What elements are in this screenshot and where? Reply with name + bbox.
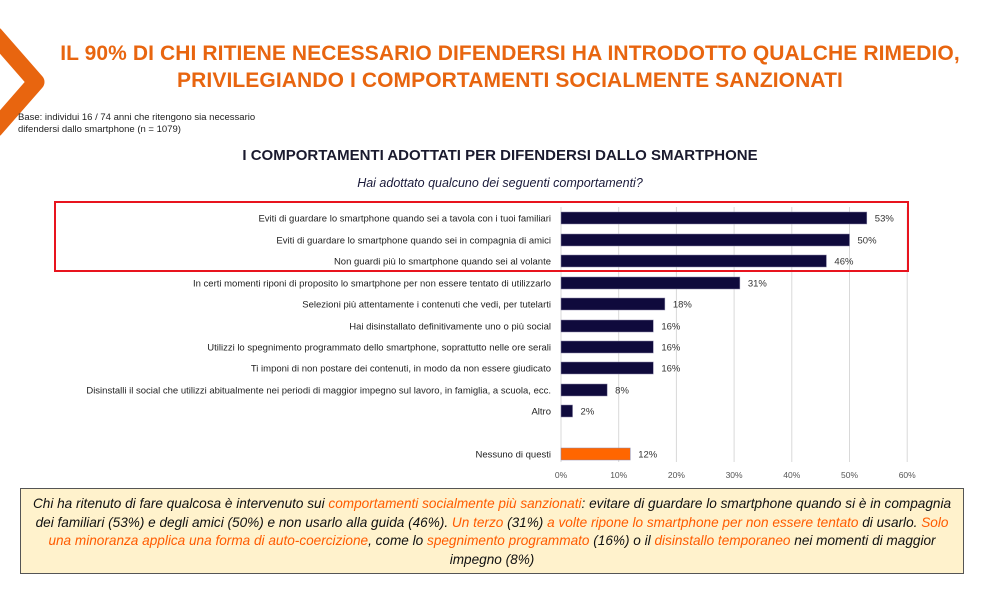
- summary-highlight: comportamenti socialmente più sanzionati: [328, 496, 582, 511]
- summary-highlight: a volte ripone lo smartphone per non ess…: [547, 514, 859, 530]
- category-label: Eviti di guardare lo smartphone quando s…: [258, 214, 551, 225]
- summary-text: , come lo: [368, 533, 428, 548]
- summary-highlight: disinstallo temporaneo: [654, 533, 791, 548]
- page-title-line-1: IL 90% DI CHI RITIENE NECESSARIO DIFENDE…: [60, 42, 960, 65]
- bar: [560, 233, 850, 247]
- value-label: 16%: [661, 322, 681, 333]
- bar: [560, 404, 573, 418]
- x-tick-label: 20%: [668, 470, 685, 480]
- value-label: 2%: [581, 407, 595, 418]
- value-label: 18%: [673, 300, 693, 311]
- base-note-line-1: Base: individui 16 / 74 anni che ritengo…: [18, 112, 256, 123]
- summary-highlight: Un terzo: [451, 514, 504, 530]
- category-label: Utilizzi lo spegnimento programmato dell…: [207, 343, 551, 354]
- summary-text: (16%) o il: [589, 533, 655, 548]
- summary-text: nei momenti di maggior impegno (8%): [449, 533, 936, 567]
- chart-subtitle: Hai adottato qualcuno dei seguenti compo…: [357, 176, 643, 190]
- value-label: 12%: [638, 450, 658, 461]
- chart-title: I COMPORTAMENTI ADOTTATI PER DIFENDERSI …: [242, 147, 758, 164]
- value-label: 8%: [615, 386, 629, 397]
- category-label: Ti imponi di non postare dei contenuti, …: [251, 364, 551, 375]
- base-note-line-2: difendersi dallo smartphone (n = 1079): [18, 124, 181, 135]
- summary-text: (31%): [503, 514, 548, 530]
- page-title-line-2: PRIVILEGIANDO I COMPORTAMENTI SOCIALMENT…: [177, 69, 843, 92]
- summary-text: Chi ha ritenuto di fare qualcosa è inter…: [32, 496, 329, 511]
- summary-box: Chi ha ritenuto di fare qualcosa è inter…: [20, 488, 964, 574]
- bar: [560, 361, 654, 375]
- summary-highlight: Solo una minoranza applica una forma di …: [48, 514, 949, 549]
- highlight-box: [54, 201, 909, 272]
- value-label: 16%: [661, 343, 681, 354]
- x-tick-label: 40%: [783, 470, 800, 480]
- bar: [560, 383, 608, 397]
- page-title: IL 90% DI CHI RITIENE NECESSARIO DIFENDE…: [60, 40, 960, 94]
- summary-text: di usarlo.: [858, 514, 922, 530]
- chevron-right-icon: [0, 28, 45, 136]
- x-tick-label: 50%: [841, 470, 858, 480]
- category-label: Disinstalli il social che utilizzi abitu…: [86, 386, 551, 397]
- bar: [560, 211, 868, 225]
- bar: [560, 254, 827, 268]
- category-label: In certi momenti riponi di proposito lo …: [193, 279, 551, 290]
- bar: [560, 276, 741, 290]
- bar: [560, 297, 666, 311]
- category-label: Eviti di guardare lo smartphone quando s…: [276, 236, 551, 247]
- category-label: Altro: [531, 407, 551, 418]
- bar: [560, 340, 654, 354]
- x-tick-label: 30%: [726, 470, 743, 480]
- x-tick-label: 0%: [555, 470, 568, 480]
- value-label: 50%: [858, 236, 878, 247]
- bar-chart: 0% 10% 20% 30% 40% 50% 60% Eviti di guardare lo…: [86, 207, 916, 480]
- value-label: 46%: [834, 257, 854, 268]
- summary-highlight: spegnimento programmato: [427, 533, 590, 548]
- x-tick-label: 10%: [610, 470, 627, 480]
- value-label: 31%: [748, 279, 768, 290]
- bar: [560, 319, 654, 333]
- summary-text: : evitare di guardare lo smartphone quan…: [35, 496, 952, 530]
- bar: [560, 447, 631, 461]
- category-label: Non guardi più lo smartphone quando sei …: [334, 257, 551, 268]
- x-tick-label: 60%: [899, 470, 916, 480]
- category-label: Selezioni più attentamente i contenuti c…: [302, 300, 551, 311]
- value-label: 16%: [661, 364, 681, 375]
- category-label: Nessuno di questi: [475, 450, 551, 461]
- sample-base-note: Base: individui 16 / 74 anni che ritengo…: [18, 112, 318, 136]
- value-label: 53%: [875, 214, 895, 225]
- category-label: Hai disinstallato definitivamente uno o …: [349, 322, 551, 333]
